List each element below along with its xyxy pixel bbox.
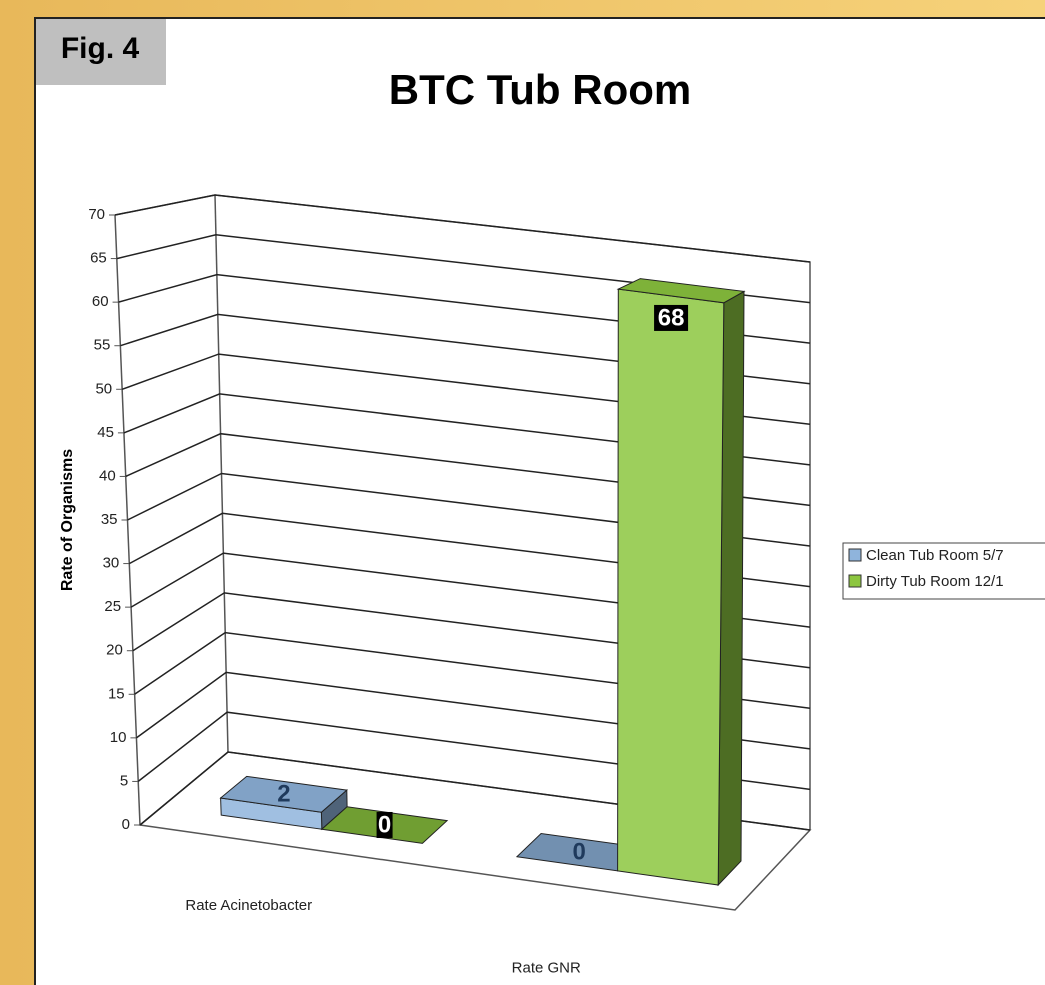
- y-tick-label: 65: [90, 250, 107, 267]
- x-tick-label: Rate GNR: [512, 960, 581, 977]
- grid-line: [118, 273, 811, 344]
- fig-label: Fig. 4: [61, 32, 140, 65]
- fig-label-box: [36, 19, 166, 85]
- y-tick-label: 35: [101, 511, 118, 528]
- y-tick-label: 25: [104, 598, 121, 615]
- legend-swatch: [848, 574, 862, 588]
- y-tick-label: 15: [108, 685, 125, 702]
- bar-front: [617, 288, 725, 886]
- value-label-box: [654, 304, 689, 331]
- y-tick-label: 20: [106, 642, 123, 659]
- grid-line: [123, 393, 811, 466]
- bar-top: [616, 278, 746, 304]
- y-tick-label: 10: [110, 729, 127, 746]
- legend-label: Clean Tub Room 5/7: [866, 547, 1004, 564]
- legend-label: Dirty Tub Room 12/1: [866, 573, 1004, 590]
- grid-line: [134, 631, 811, 710]
- chart-title: BTC Tub Room: [389, 66, 692, 113]
- grid-line: [137, 711, 811, 791]
- y-tick-label: 60: [92, 293, 109, 310]
- grid-line: [120, 313, 811, 385]
- value-label-box: [376, 811, 393, 838]
- y-tick-label: 5: [120, 772, 128, 789]
- legend-swatch: [848, 548, 862, 562]
- value-label: 0: [573, 838, 586, 865]
- y-tick-label: 30: [103, 555, 120, 572]
- grid-line: [114, 194, 811, 263]
- grid-line: [135, 671, 811, 750]
- y-tick-label: 50: [95, 380, 112, 397]
- y-tick-label: 0: [122, 816, 130, 833]
- y-tick-label: 45: [97, 424, 114, 441]
- value-label: 68: [658, 304, 685, 331]
- grid-line: [130, 552, 811, 628]
- y-tick-label: 55: [94, 337, 111, 354]
- grid-line: [139, 751, 811, 831]
- y-tick-label: 70: [88, 206, 105, 223]
- x-tick-label: Rate Acinetobacter: [185, 897, 312, 914]
- y-axis-label: Rate of Organisms: [59, 449, 76, 591]
- grid-line: [125, 432, 811, 507]
- grid-line: [121, 353, 811, 426]
- grid-line: [116, 234, 811, 304]
- value-label: 2: [277, 781, 290, 808]
- legend-box: [842, 542, 1045, 600]
- grid-line: [128, 512, 811, 588]
- bar-top: [219, 775, 348, 813]
- panel: [34, 17, 1045, 985]
- grid-line: [127, 472, 811, 547]
- value-label: 0: [378, 811, 391, 838]
- grid-line: [132, 592, 811, 669]
- y-tick-label: 40: [99, 467, 116, 484]
